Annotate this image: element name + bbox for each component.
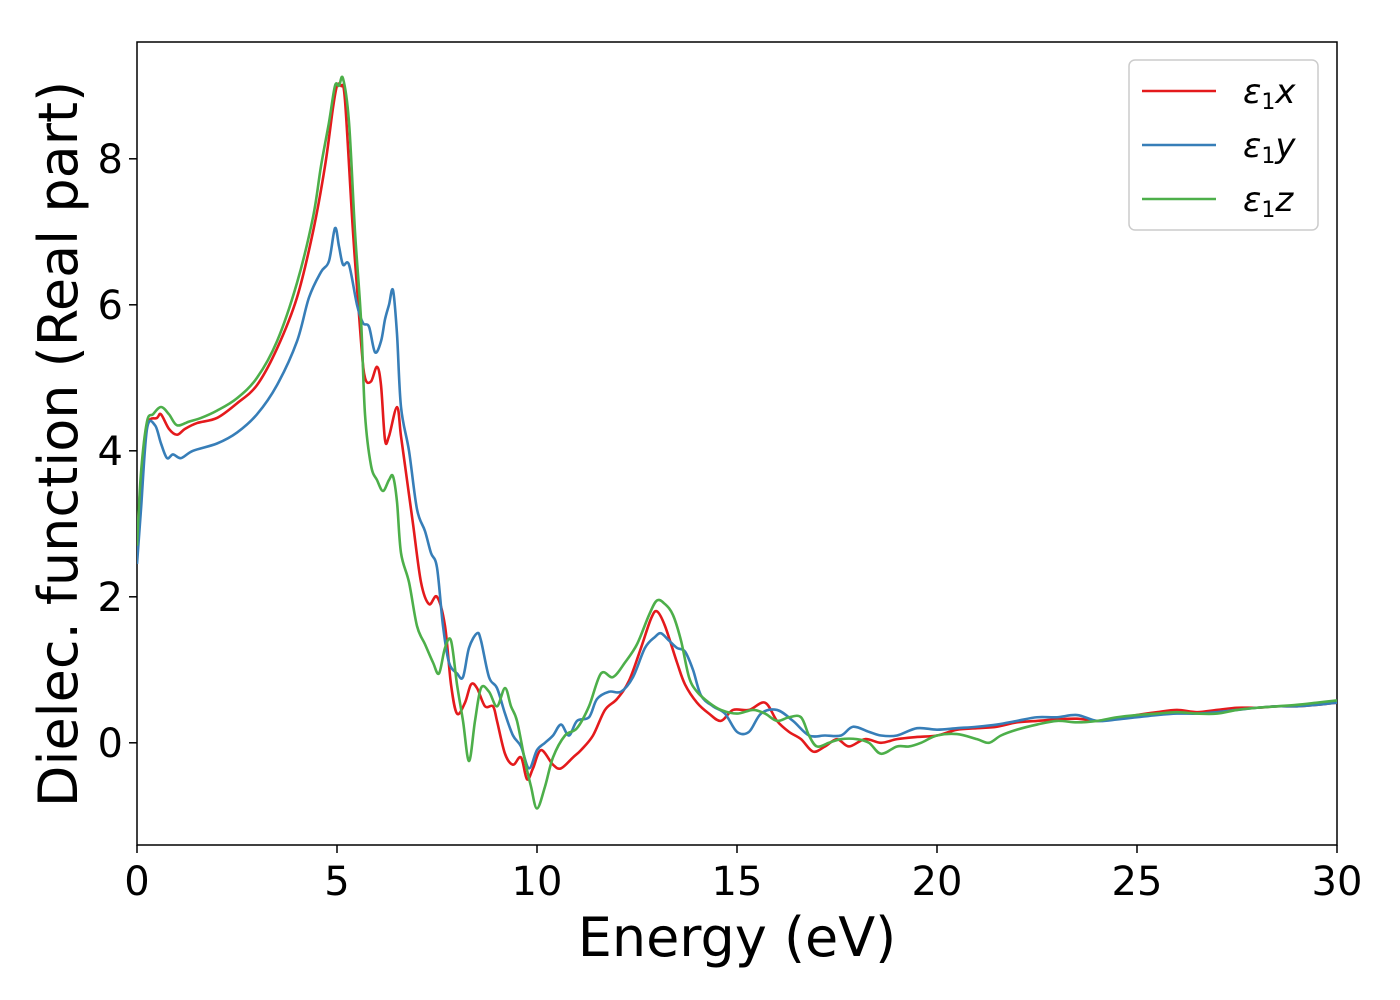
x-tick-label: 25: [1112, 859, 1163, 905]
x-tick-label: 15: [712, 859, 763, 905]
x-tick-label: 5: [324, 859, 349, 905]
y-axis-ticks: 0 2 4 6 8: [98, 137, 137, 767]
series-line-z: [137, 75, 1337, 810]
y-tick-label: 2: [98, 575, 123, 621]
y-axis-title: Dielec. function (Real part): [27, 81, 90, 807]
legend-box: [1128, 59, 1319, 231]
x-tick-label: 0: [124, 859, 149, 905]
y-tick-label: 6: [98, 283, 123, 329]
y-tick-label: 4: [98, 429, 123, 475]
legend-label-x: ε1x: [1243, 72, 1296, 115]
x-tick-label: 30: [1312, 859, 1363, 905]
x-axis-title: Energy (eV): [578, 906, 897, 969]
y-tick-label: 0: [98, 721, 123, 767]
series-layer: [137, 75, 1337, 810]
series-line-x: [137, 82, 1337, 781]
x-axis-ticks: 0 5 10 15 20 25 30: [124, 845, 1362, 905]
legend: ε1x ε1y ε1z: [1128, 59, 1319, 231]
legend-label-y: ε1y: [1243, 126, 1296, 169]
legend-label-z: ε1z: [1243, 180, 1294, 223]
legend-items: ε1x ε1y ε1z: [1142, 72, 1296, 223]
x-tick-label: 10: [512, 859, 563, 905]
x-tick-label: 20: [912, 859, 963, 905]
y-tick-label: 8: [98, 137, 123, 183]
series-line-y: [137, 226, 1337, 770]
